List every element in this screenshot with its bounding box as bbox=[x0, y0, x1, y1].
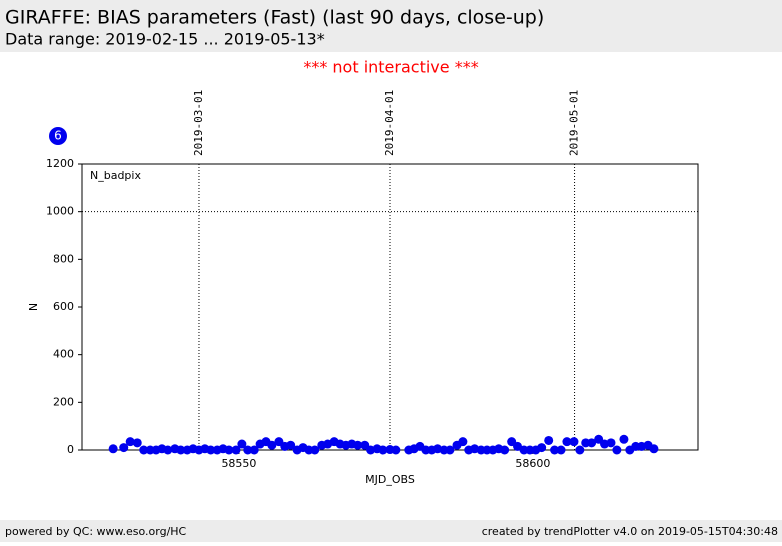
point bbox=[587, 438, 597, 448]
point bbox=[458, 437, 468, 447]
point bbox=[237, 439, 247, 449]
point bbox=[649, 444, 659, 454]
point bbox=[139, 445, 149, 455]
point bbox=[544, 435, 554, 445]
point bbox=[619, 434, 629, 444]
point bbox=[556, 445, 566, 455]
point bbox=[176, 445, 186, 455]
y-axis-label: N bbox=[27, 303, 40, 311]
point bbox=[231, 445, 241, 455]
point bbox=[612, 445, 622, 455]
point bbox=[243, 445, 253, 455]
point bbox=[550, 445, 560, 455]
point bbox=[249, 445, 259, 455]
legend-label: N_badpix bbox=[90, 169, 141, 182]
x-axis-label: MJD_OBS bbox=[365, 473, 415, 486]
point bbox=[378, 445, 388, 455]
point bbox=[353, 440, 363, 450]
badge-circle bbox=[49, 127, 67, 145]
page-subtitle: Data range: 2019-02-15 ... 2019-05-13* bbox=[5, 30, 325, 49]
y-tick-label: 1000 bbox=[46, 205, 74, 218]
point bbox=[445, 445, 455, 455]
point bbox=[286, 440, 296, 450]
badge: 6 bbox=[54, 129, 62, 143]
y-tick-label: 200 bbox=[53, 395, 74, 408]
y-tick-label: 400 bbox=[53, 348, 74, 361]
notice: *** not interactive *** bbox=[303, 58, 478, 77]
page-title: GIRAFFE: BIAS parameters (Fast) (last 90… bbox=[5, 7, 544, 29]
point bbox=[132, 438, 142, 448]
x-tick-label: 58550 bbox=[221, 457, 256, 470]
point bbox=[163, 445, 173, 455]
y-tick-label: 0 bbox=[67, 443, 74, 456]
x-tick-label: 58600 bbox=[515, 457, 550, 470]
x2-tick-label: 2019-03-01 bbox=[192, 90, 205, 156]
footer-right: created by trendPlotter v4.0 on 2019-05-… bbox=[482, 525, 778, 538]
point bbox=[537, 443, 547, 453]
point bbox=[108, 444, 118, 454]
point bbox=[606, 438, 616, 448]
x2-tick-label: 2019-04-01 bbox=[383, 90, 396, 156]
point bbox=[391, 445, 401, 455]
point bbox=[125, 437, 135, 447]
point bbox=[206, 445, 216, 455]
point bbox=[500, 445, 510, 455]
header-band bbox=[0, 0, 782, 52]
y-tick-label: 600 bbox=[53, 300, 74, 313]
point bbox=[562, 437, 572, 447]
point bbox=[310, 445, 320, 455]
footer-band bbox=[0, 520, 782, 542]
point bbox=[224, 445, 234, 455]
point bbox=[267, 440, 277, 450]
x2-tick-label: 2019-05-01 bbox=[568, 90, 581, 156]
y-tick-label: 1200 bbox=[46, 157, 74, 170]
footer-left: powered by QC: www.eso.org/HC bbox=[5, 525, 187, 538]
y-tick-label: 800 bbox=[53, 252, 74, 265]
plot: 0 200 400 600 800 1000 1200 58550 58600 2019-03-0… bbox=[27, 90, 699, 486]
point bbox=[569, 437, 579, 447]
point bbox=[119, 443, 129, 453]
point bbox=[575, 445, 585, 455]
